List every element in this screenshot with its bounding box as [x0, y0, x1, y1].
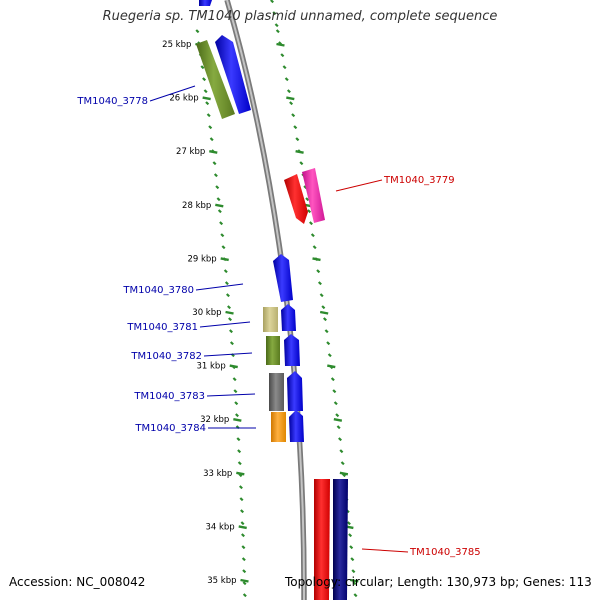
major-tick-inner — [220, 257, 229, 262]
gene-30k-blue[interactable] — [281, 304, 296, 331]
accession-text: Accession: NC_008042 — [9, 575, 146, 589]
gene-labels: TM1040_3778 TM1040_3779 TM1040_3780 TM1040_… — [76, 96, 480, 558]
major-tick-inner — [209, 150, 218, 154]
leader-line — [203, 352, 253, 357]
gene-tm1040-3785[interactable] — [314, 479, 330, 600]
gene-tm1040-3779[interactable] — [302, 168, 325, 223]
tick-label: 28 kbp — [182, 201, 211, 211]
leader-line — [206, 393, 256, 397]
major-tick-inner — [236, 471, 245, 476]
major-tick-inner — [202, 96, 211, 101]
genes — [196, 0, 348, 600]
major-tick-outer — [319, 310, 329, 315]
gene-tm1040-3783[interactable] — [269, 373, 284, 411]
tick-label: 29 kbp — [187, 254, 216, 264]
gene-label[interactable]: TM1040_3784 — [134, 423, 206, 434]
topology-value: Topology: circular; Length: 130,973 bp; … — [285, 575, 592, 589]
tick-label: 31 kbp — [196, 362, 225, 372]
gene-label[interactable]: TM1040_3781 — [126, 322, 198, 333]
gene-tm1040-3782[interactable] — [266, 336, 280, 365]
major-tick-inner — [225, 310, 234, 315]
leader-line — [335, 179, 383, 192]
major-tick-outer — [350, 578, 359, 583]
gene-tm1040-3784[interactable] — [271, 412, 286, 442]
gene-label[interactable]: TM1040_3778 — [76, 96, 148, 107]
tick-label: 34 kbp — [205, 522, 234, 532]
major-tick-outer — [286, 96, 295, 101]
major-tick-inner — [215, 203, 224, 208]
scale-ticks — [195, 0, 359, 598]
leader-line — [361, 548, 409, 553]
major-tick-inner — [229, 364, 238, 369]
major-tick-inner — [233, 418, 242, 422]
gene-tm1040-3780[interactable] — [273, 254, 293, 302]
tick-label: 25 kbp — [162, 40, 191, 50]
gene-tm1040-3778[interactable] — [196, 40, 235, 119]
gene-26k-blue[interactable] — [215, 35, 251, 114]
tick-label: 35 kbp — [207, 576, 236, 586]
tick-label: 33 kbp — [203, 469, 232, 479]
tick-label: 32 kbp — [200, 415, 229, 425]
topology-text: Topology: circular; Length: 130,973 bp; … — [285, 575, 592, 589]
major-tick-outer — [295, 150, 304, 154]
gene-28k-red[interactable] — [284, 174, 308, 224]
gene-label[interactable]: TM1040_3782 — [130, 351, 202, 362]
gene-32k-blue-b[interactable] — [289, 410, 304, 442]
major-tick-outer — [327, 364, 336, 369]
major-tick-outer — [312, 257, 321, 262]
tick-label: 26 kbp — [169, 94, 198, 104]
tick-label: 30 kbp — [192, 308, 221, 318]
gene-label[interactable]: TM1040_3779 — [383, 175, 455, 186]
label-leader-lines — [149, 85, 409, 553]
leader-line — [149, 85, 196, 102]
gene-tm1040-3781[interactable] — [263, 307, 278, 332]
major-tick-inner — [238, 525, 247, 530]
major-tick-inner — [240, 578, 249, 583]
gene-32k-blue-a[interactable] — [287, 371, 303, 411]
scale-tick-labels: 25 kbp 26 kbp 27 kbp 28 kbp 29 kbp 30 kbp 31 k… — [162, 40, 236, 586]
backbone — [224, 0, 307, 600]
major-tick-outer — [276, 42, 285, 47]
gene-31k-blue[interactable] — [284, 334, 300, 366]
major-tick-outer — [333, 418, 343, 422]
gene-34k-navy[interactable] — [333, 479, 348, 600]
gene-label[interactable]: TM1040_3783 — [133, 391, 205, 402]
leader-line — [199, 321, 251, 328]
gene-label[interactable]: TM1040_3785 — [409, 547, 481, 558]
map-title: Ruegeria sp. TM1040 plasmid unnamed, com… — [102, 9, 498, 24]
tick-label: 27 kbp — [176, 147, 205, 157]
leader-line — [195, 283, 244, 291]
gene-label[interactable]: TM1040_3780 — [122, 285, 194, 296]
gene-top-partial[interactable] — [199, 0, 212, 6]
major-tick-outer — [339, 471, 349, 476]
